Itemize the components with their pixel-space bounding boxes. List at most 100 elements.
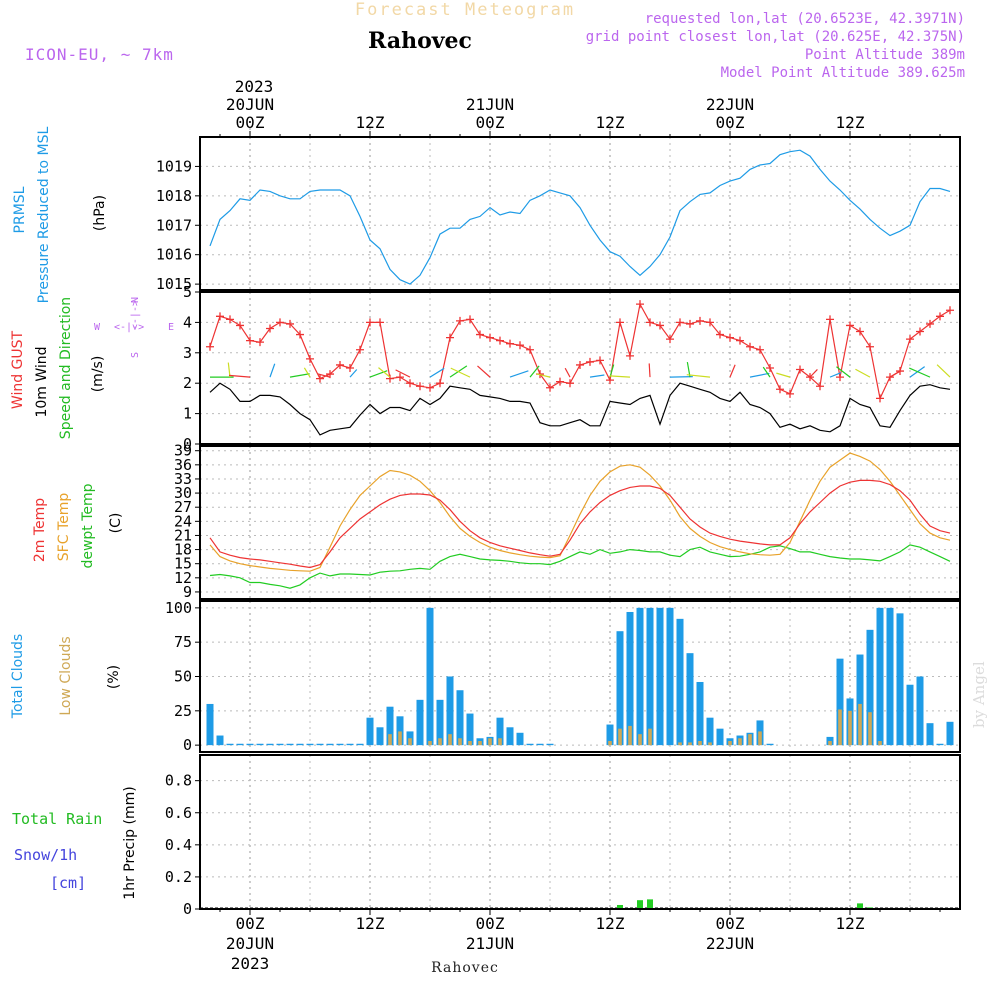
total-cloud-bar — [926, 723, 934, 746]
total-cloud-bar — [446, 676, 454, 746]
gust-marker — [636, 300, 644, 309]
gust-marker — [776, 385, 784, 394]
compass-w: W — [94, 322, 101, 333]
bottom-axis-label: 20JUN — [226, 934, 274, 953]
gust-marker — [866, 342, 874, 351]
total-cloud-bar — [676, 618, 684, 746]
top-axis-label: 12Z — [356, 113, 385, 132]
gust-marker — [246, 336, 254, 345]
y-tick-label: 0.4 — [165, 836, 192, 854]
total-cloud-bar — [206, 703, 214, 746]
gust-marker — [396, 373, 404, 382]
wind-direction-arrow — [609, 375, 631, 378]
gust-marker — [446, 333, 454, 342]
low-cloud-bar — [628, 725, 632, 746]
wind-direction-arrow — [269, 363, 276, 378]
total-cloud-bar — [506, 727, 514, 746]
total-cloud-bar — [626, 611, 634, 746]
total-cloud-bar — [866, 629, 874, 746]
total-cloud-bar — [856, 654, 864, 746]
wind-direction-arrow — [369, 370, 388, 378]
gust-marker — [416, 382, 424, 391]
total-cloud-bar — [766, 743, 774, 746]
y-tick-label: 100 — [165, 599, 192, 617]
grid-lines — [200, 128, 960, 910]
y-tick-label: 1015 — [156, 275, 192, 293]
gust-marker — [526, 345, 534, 354]
total-cloud-bar — [646, 607, 654, 746]
wind-direction-arrow — [228, 374, 251, 378]
gust-marker — [506, 339, 514, 348]
low-cloud-bar — [618, 728, 622, 746]
wind-direction-arrow — [303, 367, 311, 378]
temp-unit: (C) — [108, 513, 124, 534]
gust-marker — [336, 360, 344, 369]
credit-watermark: by Angel — [970, 661, 988, 728]
total-cloud-bar — [516, 732, 524, 746]
gust-marker — [646, 318, 654, 327]
rain-bar — [637, 900, 643, 909]
total-cloud-bar — [306, 743, 314, 746]
total-cloud-bar — [226, 743, 234, 746]
temp-dewpt-label: dewpt Temp — [80, 483, 96, 568]
wind-direction-arrow — [936, 364, 951, 378]
gust-marker — [626, 351, 634, 360]
t2m-line — [209, 479, 951, 569]
total-rain-label: Total Rain — [12, 810, 102, 828]
low-clouds-label: Low Clouds — [58, 636, 74, 715]
temp-2m-label: 2m Temp — [32, 498, 48, 562]
low-cloud-bar — [688, 742, 692, 746]
low-cloud-bar — [648, 728, 652, 746]
wind-gust-label: Wind GUST — [10, 330, 26, 409]
gust-marker — [716, 330, 724, 339]
wind-direction-arrow — [749, 372, 770, 378]
y-tick-label: 18 — [174, 541, 192, 559]
chart-title: Forecast Meteogram — [355, 0, 575, 20]
pressure-label-prmsl: PRMSL — [12, 186, 28, 233]
pressure-line — [209, 149, 951, 285]
wind-direction-arrow — [729, 364, 736, 378]
gust-marker — [496, 336, 504, 345]
gust-marker — [696, 316, 704, 325]
y-tick-label: 27 — [174, 498, 192, 516]
year-label-top: 2023 — [235, 77, 274, 96]
gust-marker — [746, 342, 754, 351]
total-cloud-bar — [636, 607, 644, 746]
gust-marker — [706, 318, 714, 327]
gust-marker — [376, 318, 384, 327]
wind-direction-arrow — [589, 374, 605, 378]
gust-marker — [236, 321, 244, 330]
y-tick-label: 5 — [183, 283, 192, 301]
low-cloud-bar — [458, 738, 462, 746]
wind-panel: 0 1 2 3 4 5 — [183, 283, 954, 453]
gust-marker — [206, 342, 214, 351]
low-cloud-bar — [638, 734, 642, 746]
total-cloud-bar — [496, 717, 504, 746]
wind-direction-arrow — [450, 367, 471, 378]
total-cloud-bar — [396, 716, 404, 746]
panel-frames — [199, 131, 961, 915]
gust-marker — [856, 327, 864, 336]
total-cloud-bar — [526, 743, 534, 746]
compass-rose: N W <-|-> E <-|-> S — [94, 297, 174, 358]
total-cloud-bar — [266, 743, 274, 746]
gust-marker — [366, 318, 374, 327]
rain-bar — [647, 899, 653, 909]
gust-marker — [766, 364, 774, 372]
gust-marker — [266, 324, 274, 333]
total-cloud-bar — [466, 713, 474, 746]
wind-speed-dir-label: Speed and Direction — [58, 297, 74, 439]
low-cloud-bar — [468, 741, 472, 746]
y-tick-label: 1019 — [156, 157, 192, 175]
gust-marker — [606, 376, 614, 385]
total-clouds-label: Total Clouds — [10, 634, 26, 719]
gust-marker — [916, 327, 924, 336]
wind-direction-arrow — [889, 370, 901, 378]
top-axis-label: 12Z — [836, 113, 865, 132]
y-tick-label: 0.8 — [165, 772, 192, 790]
gust-marker — [786, 389, 794, 398]
gust-marker — [816, 382, 824, 391]
gust-marker — [756, 345, 764, 354]
y-tick-label: 4 — [183, 313, 192, 331]
